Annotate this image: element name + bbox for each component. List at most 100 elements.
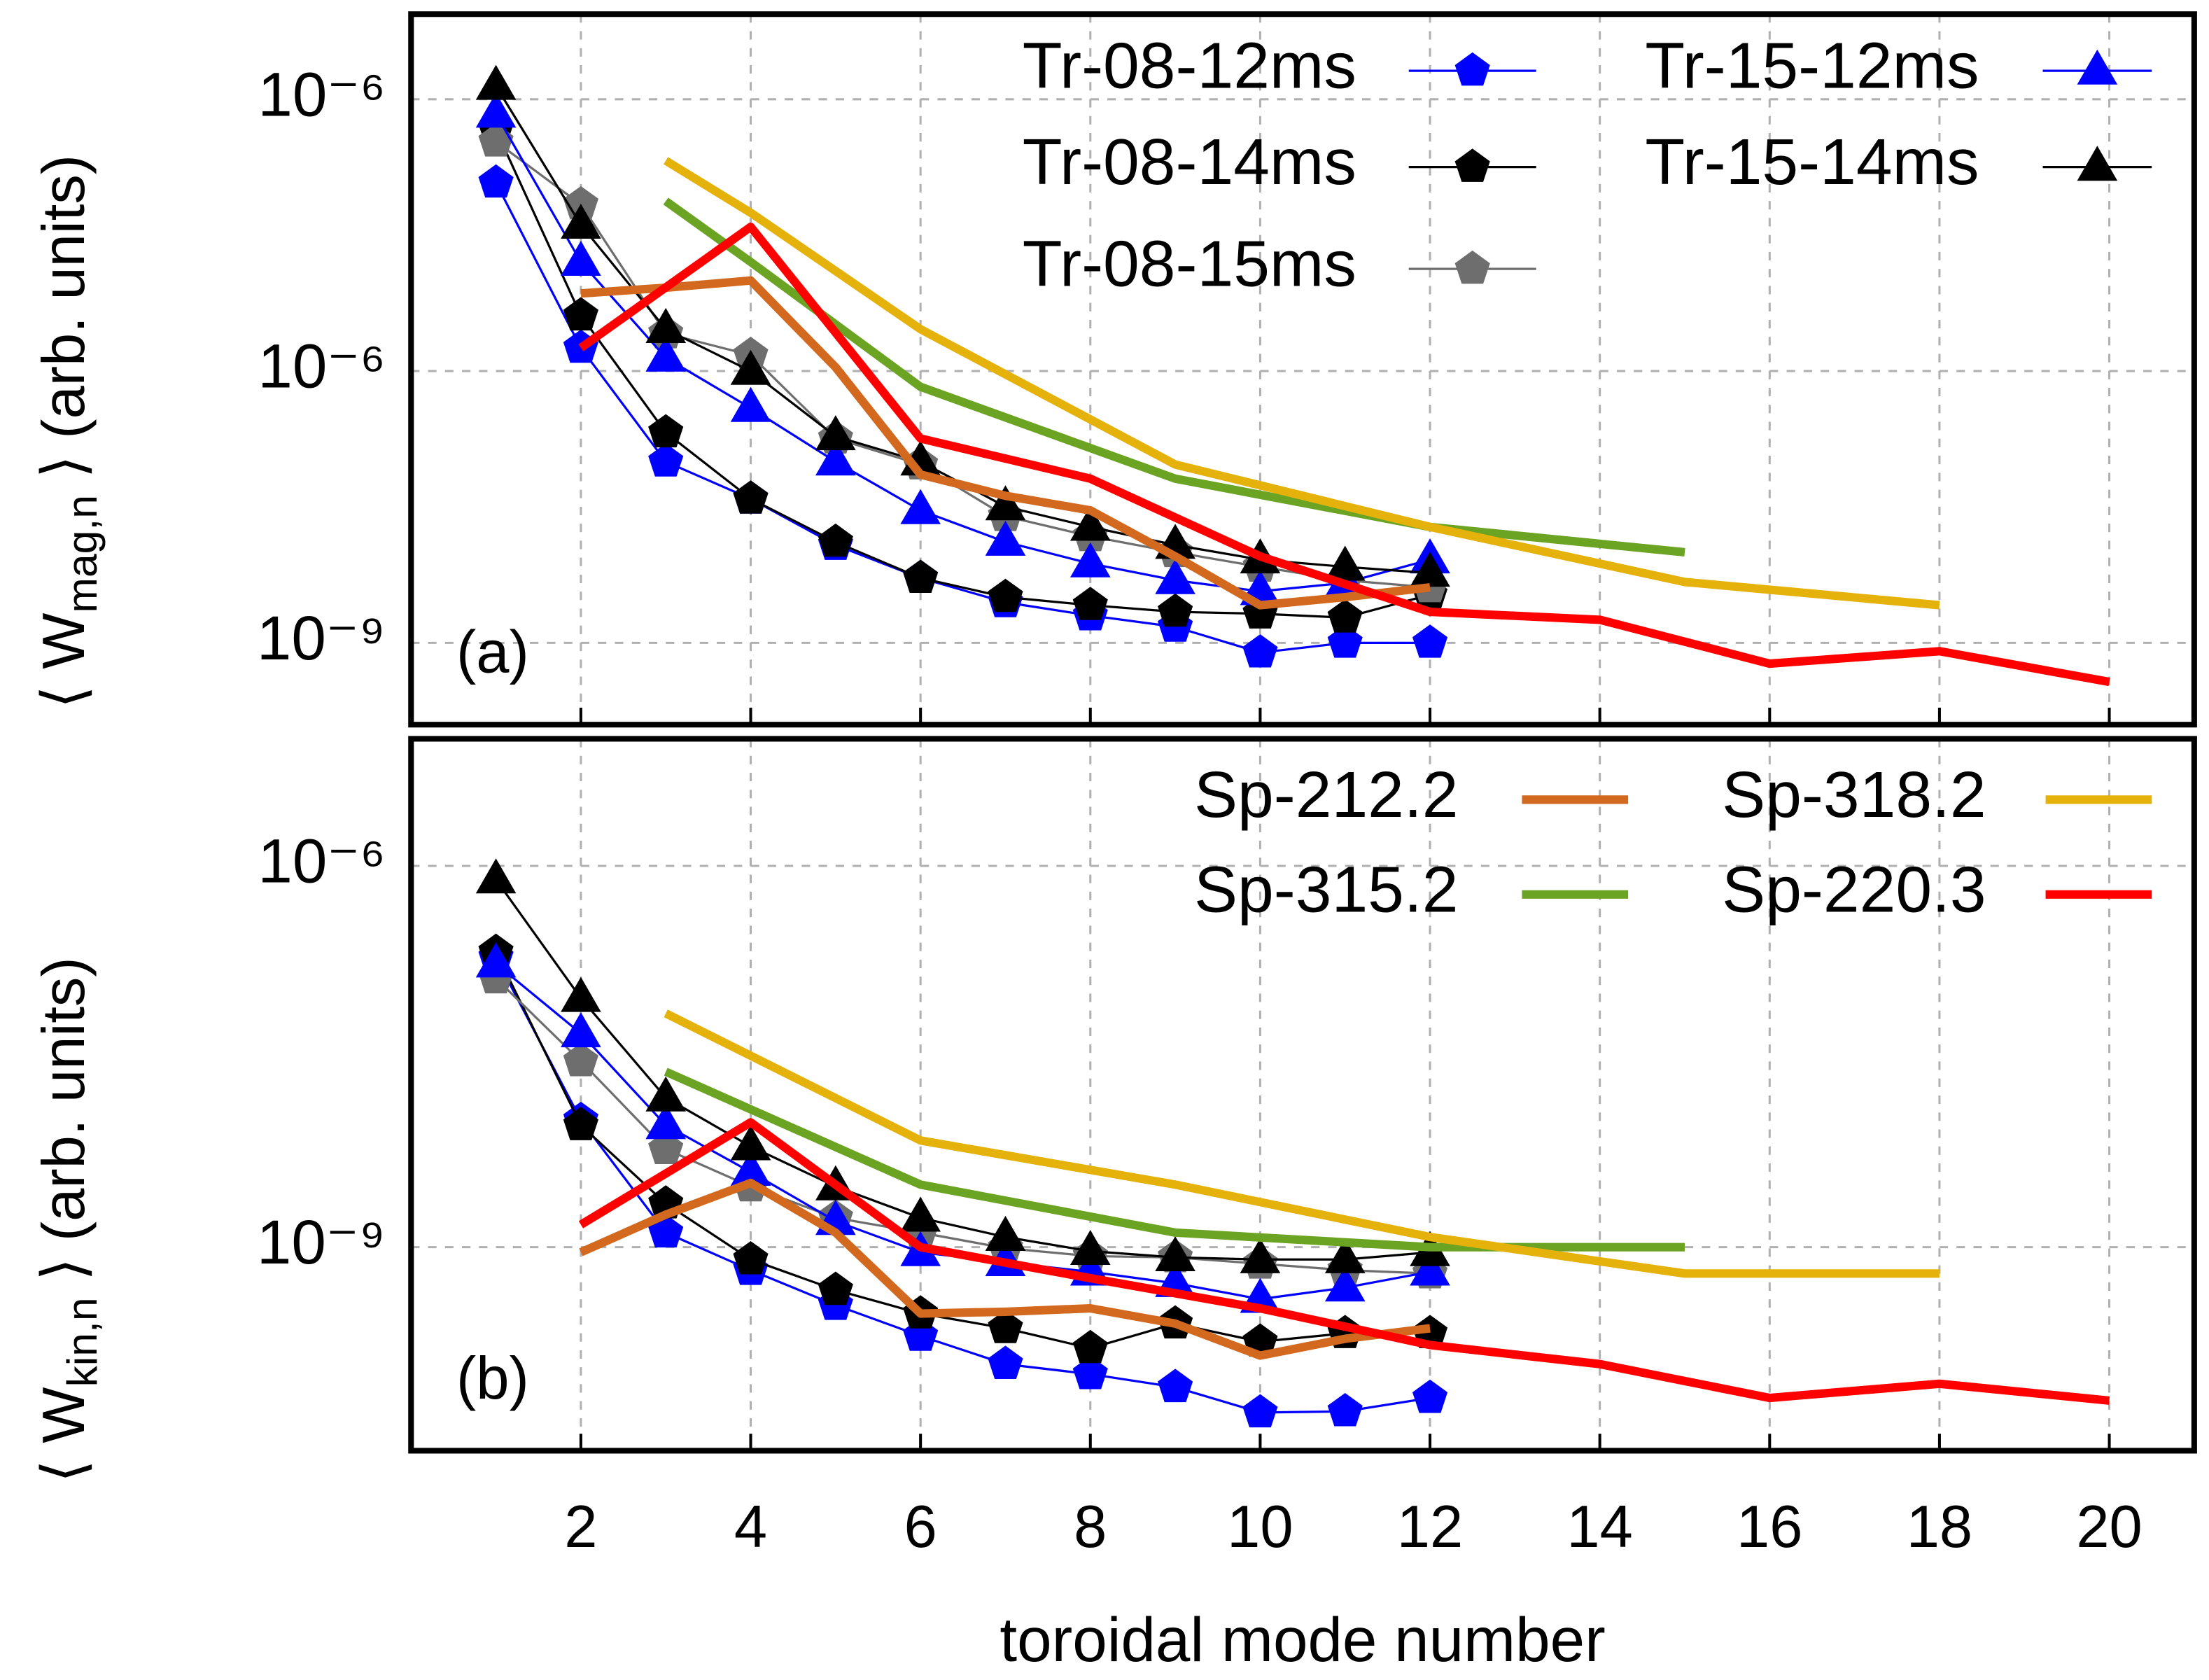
sp-line: [578, 1118, 2110, 1405]
marker: [648, 443, 684, 477]
y-tick-label: 10⁻⁹: [257, 1207, 386, 1277]
y-tick-label: 10⁻⁶: [258, 59, 386, 129]
marker: [1072, 587, 1108, 620]
y-label-sub: mag,n: [58, 495, 106, 613]
x-tick-label: 16: [1737, 1493, 1802, 1560]
marker: [561, 976, 601, 1012]
marker: [730, 1150, 771, 1186]
marker: [818, 1271, 853, 1306]
marker: [815, 440, 856, 476]
marker: [988, 1310, 1023, 1343]
marker: [730, 386, 771, 422]
marker: [1327, 599, 1363, 633]
marker: [1324, 545, 1366, 581]
marker: [475, 942, 517, 978]
x-tick-label: 10: [1227, 1493, 1293, 1560]
marker: [730, 1125, 771, 1161]
plot-frame: [408, 736, 2197, 1454]
legend-label: Tr-15-12ms: [1645, 29, 1979, 102]
marker: [1158, 1368, 1193, 1403]
y-axis-label: ⟨ Wmag,n ⟩ (arb. units): [30, 155, 106, 709]
panel-label: (b): [456, 1345, 529, 1411]
panel-label: (a): [456, 619, 529, 685]
legend-marker: [2077, 49, 2118, 85]
marker: [645, 307, 687, 343]
marker: [475, 858, 517, 894]
marker: [478, 164, 514, 198]
y-label-part: ⟨ W: [30, 613, 97, 709]
series-line: [495, 129, 1431, 619]
marker: [563, 1107, 598, 1140]
x-tick-label: 20: [2076, 1493, 2142, 1560]
marker: [985, 1215, 1026, 1251]
marker: [733, 480, 769, 514]
marker: [1155, 559, 1195, 594]
marker: [561, 204, 601, 239]
marker: [730, 349, 771, 385]
marker: [1072, 1329, 1108, 1364]
marker: [985, 520, 1026, 556]
y-label-part: ⟨ W: [30, 1387, 97, 1483]
marker: [1158, 593, 1193, 627]
legend-label: Sp-220.3: [1722, 853, 1986, 925]
legend-label: Sp-315.2: [1194, 853, 1458, 925]
marker: [645, 1076, 687, 1112]
marker: [1327, 1392, 1363, 1427]
marker: [1412, 624, 1448, 658]
panel: 2 4 6 8 10 12 14 16 18 20 10⁻⁶ 10⁻⁹ Sp-212.2 Sp-315.2…: [30, 736, 2197, 1674]
marker: [900, 489, 941, 524]
marker: [1240, 1238, 1281, 1273]
marker: [815, 415, 856, 451]
marker: [1412, 1379, 1448, 1413]
x-tick-label: 14: [1566, 1493, 1632, 1560]
series-line: [495, 878, 1431, 1261]
series-line: [495, 141, 1431, 589]
marker: [645, 1104, 687, 1140]
legend-marker: [1454, 148, 1490, 182]
marker: [988, 578, 1023, 612]
y-tick-label: 10⁻⁶: [258, 825, 386, 895]
sp-line: [664, 1009, 1940, 1278]
legend-marker: [2077, 146, 2118, 181]
sp-line: [664, 157, 1940, 610]
x-tick-label: 4: [734, 1493, 767, 1560]
marker: [645, 336, 687, 372]
series-line: [495, 957, 1431, 1414]
x-tick-label: 18: [1907, 1493, 1972, 1560]
marker: [1072, 1355, 1108, 1390]
y-axis-label: ⟨ Wkin,n ⟩ (arb. units): [30, 957, 106, 1483]
sp-line: [578, 223, 2110, 687]
x-tick-label: 6: [904, 1493, 937, 1560]
marker: [561, 1012, 601, 1048]
y-label-sub: kin,n: [58, 1297, 106, 1387]
panel: 10⁻⁶ 10⁻⁶ 10⁻⁹ Tr-08-12ms Tr-08-14ms Tr-08-15…: [30, 11, 2197, 728]
series-line: [495, 962, 1431, 1301]
marker: [1242, 634, 1278, 668]
legend-label: Tr-15-14ms: [1645, 125, 1979, 198]
marker: [563, 1042, 598, 1077]
y-tick-label: 10⁻⁹: [257, 603, 386, 673]
marker: [1410, 1250, 1450, 1286]
marker: [648, 1130, 684, 1165]
marker: [903, 559, 939, 593]
marker: [818, 523, 853, 557]
legend-label: Tr-08-15ms: [1023, 227, 1356, 300]
x-tick-label: 2: [564, 1493, 597, 1560]
marker: [985, 485, 1026, 521]
marker: [1070, 1230, 1111, 1266]
x-axis-label: toroidal mode number: [1000, 1604, 1605, 1674]
marker: [648, 414, 684, 448]
sp-line: [579, 1178, 1431, 1360]
sp-line: [663, 197, 1685, 556]
marker: [563, 297, 598, 331]
legend-marker: [1454, 250, 1490, 284]
legend-label: Sp-212.2: [1194, 758, 1458, 831]
legend-label: Tr-08-12ms: [1023, 29, 1356, 102]
sp-line: [580, 276, 1431, 610]
x-tick-label: 8: [1074, 1493, 1107, 1560]
marker: [1324, 1238, 1366, 1273]
legend-marker: [1454, 52, 1490, 86]
marker: [475, 92, 517, 128]
legend-label: Tr-08-14ms: [1023, 125, 1356, 198]
